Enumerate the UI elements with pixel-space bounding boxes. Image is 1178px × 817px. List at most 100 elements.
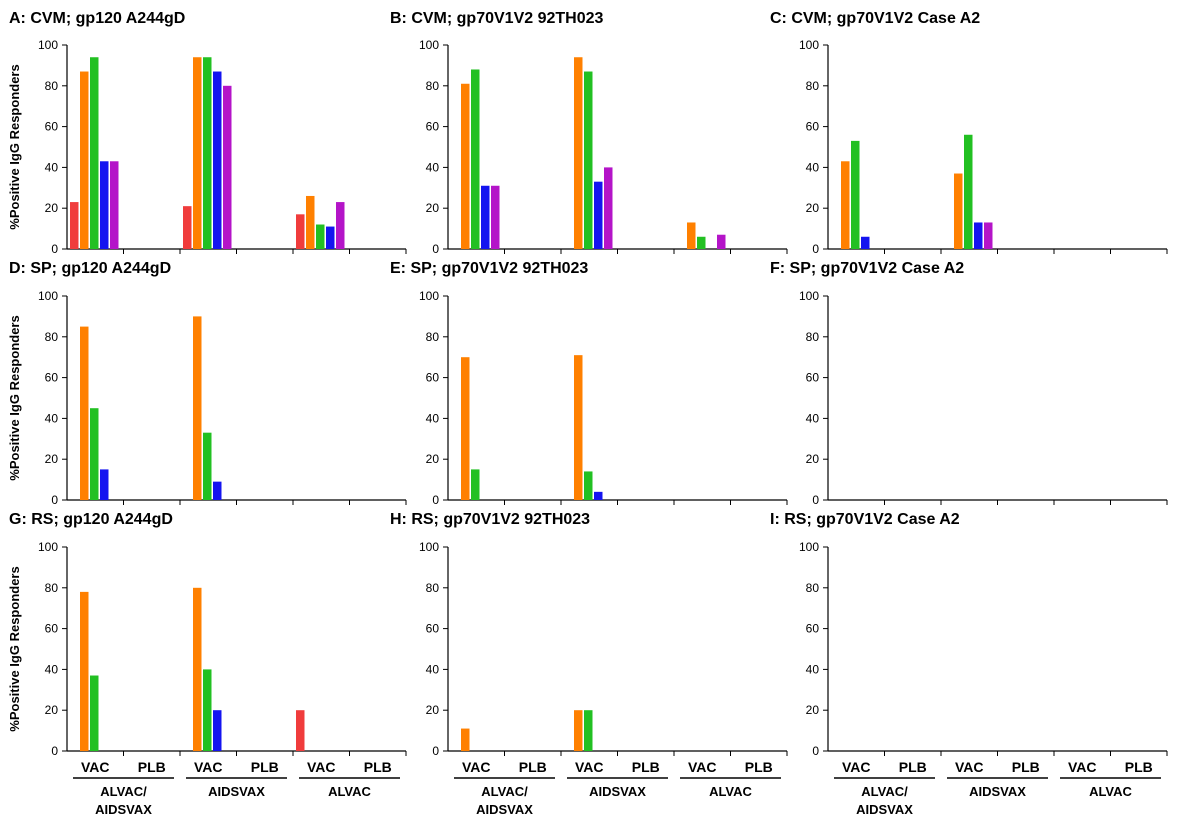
bar — [213, 481, 222, 500]
bar — [193, 587, 202, 751]
y-tick-label: 80 — [45, 581, 59, 595]
y-tick-label: 100 — [38, 289, 58, 303]
bar — [964, 134, 973, 249]
x-category-label: VAC — [955, 759, 984, 775]
chart-panel-a: A: CVM; gp120 A244gD %Positive IgG Respon… — [7, 10, 407, 256]
y-tick-label: 20 — [806, 201, 820, 215]
x-category-label: VAC — [462, 759, 491, 775]
chart-panel-f: F: SP; gp70V1V2 Case A2 0 20 40 60 80 100 — [770, 260, 1168, 507]
bar — [203, 669, 212, 751]
y-tick-label: 60 — [426, 371, 440, 385]
y-tick-label: 100 — [799, 38, 819, 52]
y-tick-label: 0 — [812, 242, 819, 256]
x-category-label: PLB — [745, 759, 773, 775]
bar — [100, 161, 109, 249]
y-tick-label: 60 — [426, 120, 440, 134]
bar — [471, 469, 480, 500]
bar — [461, 357, 470, 500]
panel-title: C: CVM; gp70V1V2 Case A2 — [770, 10, 980, 27]
x-category-label: PLB — [138, 759, 166, 775]
bar — [80, 326, 89, 500]
y-tick-label: 0 — [432, 744, 439, 758]
x-category-label: PLB — [519, 759, 547, 775]
y-tick-label: 0 — [51, 242, 58, 256]
x-group-label: ALVAC/ — [481, 784, 528, 799]
y-tick-label: 100 — [419, 289, 439, 303]
y-tick-label: 80 — [45, 330, 59, 344]
y-tick-label: 20 — [426, 703, 440, 717]
bar — [316, 224, 325, 249]
x-group-label: AIDSVAX — [589, 784, 646, 799]
x-category-label: VAC — [688, 759, 717, 775]
bar — [687, 222, 696, 249]
chart-panel-c: C: CVM; gp70V1V2 Case A2 0 20 40 60 80 100 — [770, 10, 1168, 256]
bar — [574, 710, 583, 751]
bar — [80, 71, 89, 250]
bar — [100, 469, 109, 500]
x-group-label: ALVAC — [1089, 784, 1132, 799]
bar — [461, 83, 470, 249]
bar — [851, 140, 860, 249]
y-tick-label: 80 — [806, 79, 820, 93]
bar — [481, 185, 490, 249]
x-category-label: VAC — [575, 759, 604, 775]
bar — [584, 710, 593, 751]
bar — [461, 728, 470, 751]
x-group-label: ALVAC/ — [861, 784, 908, 799]
y-tick-label: 40 — [426, 411, 440, 425]
x-category-label: VAC — [842, 759, 871, 775]
x-category-label: VAC — [194, 759, 223, 775]
panel-title: G: RS; gp120 A244gD — [9, 511, 173, 528]
chart-panel-h: H: RS; gp70V1V2 92TH023 0 20 40 60 80 100 VAC PL… — [390, 511, 788, 817]
bar — [203, 57, 212, 249]
panel-title: I: RS; gp70V1V2 Case A2 — [770, 511, 960, 528]
x-category-label: PLB — [899, 759, 927, 775]
y-tick-label: 100 — [799, 289, 819, 303]
y-tick-label: 40 — [45, 160, 59, 174]
x-category-label: VAC — [307, 759, 336, 775]
bar — [306, 195, 315, 249]
bar — [90, 675, 99, 751]
bar — [213, 71, 222, 250]
x-category-label: VAC — [1068, 759, 1097, 775]
bar — [584, 71, 593, 250]
y-tick-label: 60 — [806, 622, 820, 636]
bar — [296, 710, 305, 751]
x-category-label: PLB — [364, 759, 392, 775]
bar — [491, 185, 500, 249]
y-tick-label: 100 — [38, 540, 58, 554]
bar — [574, 57, 583, 249]
x-group-label: AIDSVAX — [856, 802, 913, 817]
bar — [110, 161, 119, 249]
x-category-label: VAC — [81, 759, 110, 775]
bar — [594, 491, 603, 500]
y-tick-label: 100 — [38, 38, 58, 52]
y-tick-label: 0 — [432, 493, 439, 507]
y-tick-label: 80 — [806, 581, 820, 595]
bar — [90, 408, 99, 500]
panel-title: A: CVM; gp120 A244gD — [9, 10, 185, 27]
y-tick-label: 0 — [51, 744, 58, 758]
y-tick-label: 40 — [426, 160, 440, 174]
bar — [574, 355, 583, 500]
y-tick-label: 20 — [806, 703, 820, 717]
bar — [223, 85, 232, 249]
bar — [203, 432, 212, 500]
bar — [326, 226, 335, 249]
y-tick-label: 20 — [426, 452, 440, 466]
x-category-label: PLB — [1012, 759, 1040, 775]
bar — [974, 222, 983, 249]
y-tick-label: 40 — [806, 662, 820, 676]
chart-panel-g: G: RS; gp120 A244gD %Positive IgG Respond… — [7, 511, 407, 817]
panel-title: B: CVM; gp70V1V2 92TH023 — [390, 10, 604, 27]
bar — [604, 167, 613, 249]
bar — [471, 69, 480, 249]
bar — [697, 236, 706, 249]
y-tick-label: 20 — [426, 201, 440, 215]
y-tick-label: 60 — [806, 120, 820, 134]
y-tick-label: 20 — [806, 452, 820, 466]
y-tick-label: 0 — [812, 744, 819, 758]
chart-panel-e: E: SP; gp70V1V2 92TH023 0 20 40 60 80 100 — [390, 260, 788, 507]
y-tick-label: 60 — [45, 371, 59, 385]
y-tick-label: 80 — [426, 581, 440, 595]
